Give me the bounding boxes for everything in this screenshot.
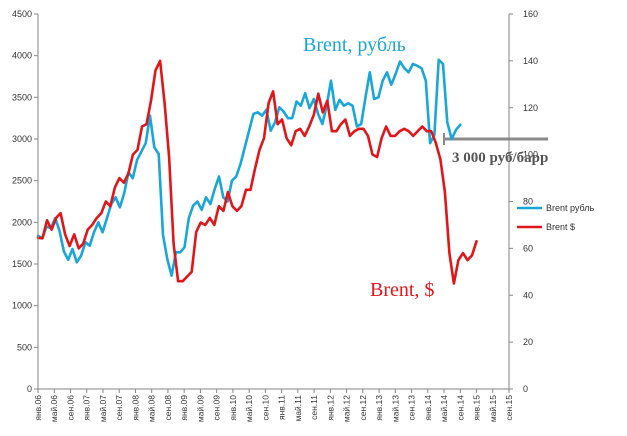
- x-tick-label: янв.10: [228, 395, 238, 421]
- x-tick-label: сен.07: [114, 395, 124, 421]
- y-left-tick-label: 3000: [12, 134, 32, 144]
- y-right-tick-label: 120: [523, 103, 538, 113]
- y-left-tick-label: 1000: [12, 301, 32, 311]
- y-right-tick-label: 20: [523, 337, 533, 347]
- x-tick-label: янв.07: [82, 395, 92, 421]
- y-left-tick-label: 4000: [12, 51, 32, 61]
- y-left-tick-label: 4500: [12, 9, 32, 19]
- legend-label: Brent рубль: [546, 203, 595, 213]
- y-left-tick-label: 1500: [12, 259, 32, 269]
- y-left-tick-label: 0: [27, 384, 32, 394]
- series-line-brent-usd: [36, 59, 478, 285]
- x-tick-label: янв.15: [472, 395, 482, 421]
- y-right-tick-label: 60: [523, 243, 533, 253]
- y-right-tick-label: 140: [523, 56, 538, 66]
- x-tick-label: сен.06: [65, 395, 75, 421]
- x-tick-label: май.13: [390, 395, 400, 422]
- y-right-tick-label: 40: [523, 290, 533, 300]
- legend-label: Brent $: [546, 222, 575, 232]
- x-tick-label: май.15: [488, 395, 498, 422]
- x-tick-label: янв.11: [277, 395, 287, 420]
- x-tick-label: янв.08: [130, 395, 140, 421]
- x-tick-label: янв.06: [33, 395, 43, 421]
- x-tick-label: май.06: [49, 395, 59, 422]
- x-tick-label: май.08: [147, 395, 157, 422]
- y-right-tick-label: 100: [523, 150, 538, 160]
- x-tick-label: май.10: [244, 395, 254, 422]
- x-tick-label: сен.14: [455, 395, 465, 421]
- x-tick-label: сен.13: [407, 395, 417, 421]
- x-tick-label: сен.11: [309, 395, 319, 420]
- x-tick-label: янв.12: [325, 395, 335, 421]
- x-tick-label: янв.13: [374, 395, 384, 421]
- y-left-tick-label: 2000: [12, 217, 32, 227]
- x-tick-label: сен.09: [212, 395, 222, 421]
- y-left-tick-label: 500: [17, 342, 32, 352]
- x-tick-label: сен.15: [504, 395, 514, 421]
- annotation-level-3000: 3 000 руб/барр: [452, 150, 548, 166]
- x-tick-label: сен.10: [260, 395, 270, 421]
- y-right-tick-label: 0: [523, 384, 528, 394]
- series-line-brent-rub: [36, 58, 462, 277]
- x-tick-label: май.14: [439, 395, 449, 422]
- annotation-brent-rub: Brent, рубль: [303, 34, 406, 56]
- annotation-brent-usd: Brent, $: [370, 279, 434, 301]
- x-tick-label: янв.09: [179, 395, 189, 421]
- x-tick-label: сен.08: [163, 395, 173, 421]
- y-right-tick-label: 160: [523, 9, 538, 19]
- y-left-tick-label: 3500: [12, 92, 32, 102]
- x-tick-label: янв.14: [423, 395, 433, 421]
- x-tick-label: сен.12: [358, 395, 368, 421]
- x-tick-label: май.12: [342, 395, 352, 422]
- x-tick-label: май.09: [195, 395, 205, 422]
- x-tick-label: май.11: [293, 395, 303, 422]
- y-right-tick-label: 80: [523, 197, 533, 207]
- x-tick-label: май.07: [98, 395, 108, 422]
- y-left-tick-label: 2500: [12, 176, 32, 186]
